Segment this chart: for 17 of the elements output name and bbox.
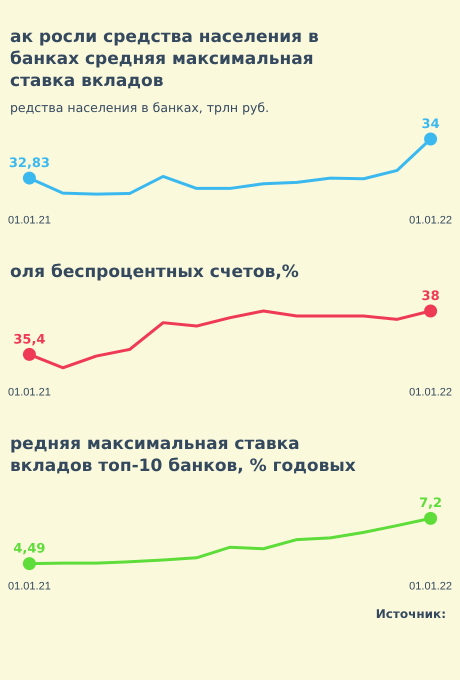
data-label: 4,49 xyxy=(13,541,46,556)
x-tick-label: 01.01.22 xyxy=(409,580,452,592)
x-tick-label: 01.01.21 xyxy=(8,580,51,592)
data-label: 34 xyxy=(422,116,440,132)
x-tick-label: 01.01.21 xyxy=(8,386,51,398)
data-label: 38 xyxy=(422,288,440,304)
chart-title: редняя максимальная ставка вкладов топ-10 банков, % годовых xyxy=(9,433,357,478)
chart-title: оля беспроцентных счетов,% xyxy=(9,261,300,284)
data-label: 7,2 xyxy=(419,496,442,512)
data-label: 35,4 xyxy=(13,332,46,348)
text: Источник: xyxy=(374,606,447,621)
chart-subtitle: редства населения в банках, трлн руб. xyxy=(9,99,270,115)
x-tick-label: 01.01.22 xyxy=(409,214,452,226)
chart-title: ак росли средства населения в банках средняя максимальная ставка вкладов xyxy=(9,26,320,93)
x-tick-label: 01.01.22 xyxy=(409,386,452,398)
x-tick-label: 01.01.21 xyxy=(8,214,51,226)
data-label: 32,83 xyxy=(8,156,50,171)
